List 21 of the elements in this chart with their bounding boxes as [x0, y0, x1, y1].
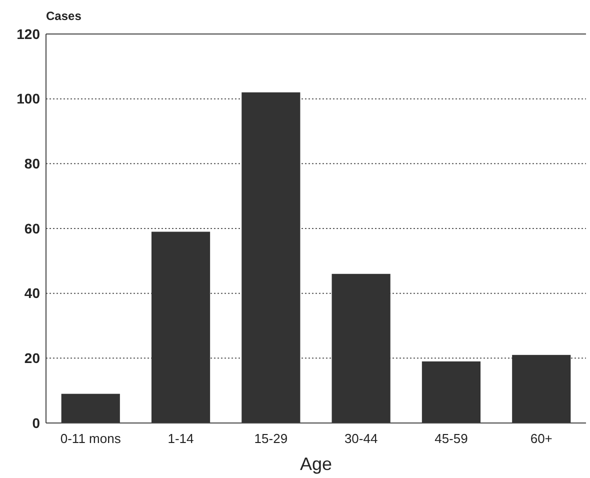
bar — [242, 92, 300, 423]
y-tick-label: 60 — [24, 220, 40, 236]
y-axis-title: Cases — [46, 9, 82, 23]
x-tick-label: 45-59 — [434, 431, 468, 446]
y-tick-label: 120 — [16, 26, 40, 42]
y-tick-label: 40 — [24, 285, 40, 302]
x-tick-label: 30-44 — [344, 431, 378, 446]
bar — [332, 274, 390, 423]
x-tick-label: 60+ — [530, 431, 552, 446]
bar — [151, 232, 210, 423]
bar — [61, 394, 120, 423]
bar — [512, 354, 571, 423]
x-axis-title: Age — [300, 454, 332, 474]
y-tick-label: 80 — [24, 156, 40, 172]
y-tick-label: 100 — [16, 90, 40, 107]
bar — [422, 361, 481, 423]
x-tick-label: 1-14 — [168, 431, 194, 446]
x-tick-label: 0-11 mons — [60, 431, 122, 446]
x-tick-label: 15-29 — [254, 431, 288, 446]
y-tick-label: 0 — [32, 414, 40, 431]
y-tick-label: 20 — [24, 350, 40, 366]
